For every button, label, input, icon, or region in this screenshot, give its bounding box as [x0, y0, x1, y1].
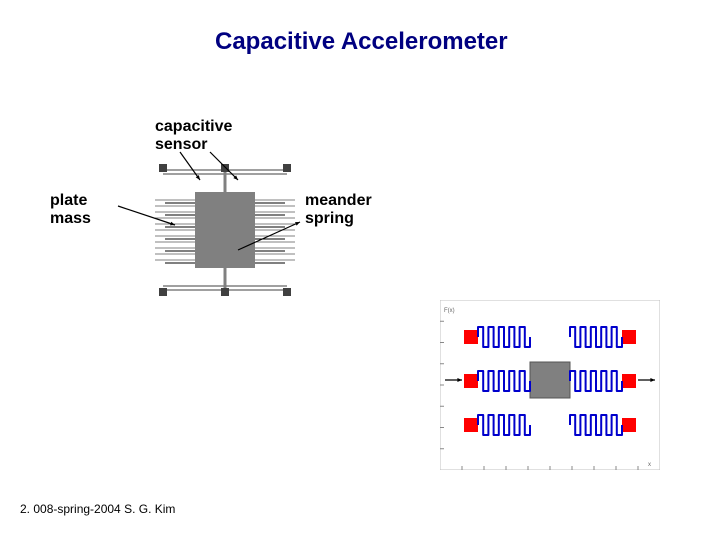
svg-text:F(x): F(x) [444, 308, 455, 314]
svg-text:x: x [648, 462, 651, 468]
figure-meander-spring: F(x) x [440, 300, 660, 470]
